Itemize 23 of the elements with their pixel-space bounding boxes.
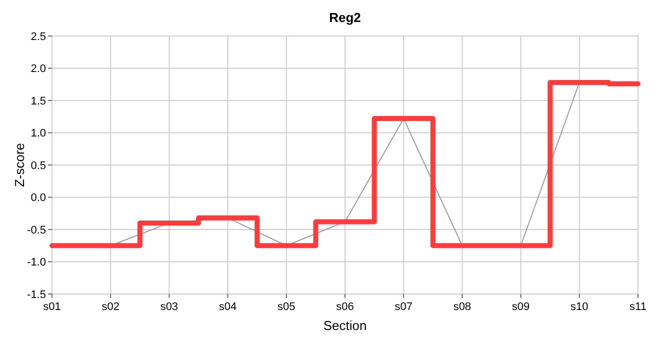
x-tick-label: s07 [394,301,412,313]
y-tick-label: 0.5 [30,160,46,172]
y-tick-label: -1.0 [27,256,46,269]
x-tick-label: s02 [102,301,120,313]
x-tick-label: s05 [278,301,296,313]
chart-title: Reg2 [329,10,361,25]
x-tick-label: s01 [43,301,61,313]
y-tick-label: -0.5 [27,224,46,236]
x-axis-title: Section [323,318,367,333]
x-tick-label: s08 [453,301,472,313]
x-tick-label: s04 [218,301,237,313]
y-axis-title: Z-score [12,142,27,188]
y-tick-label: 2.0 [30,63,46,76]
x-tick-label: s11 [630,301,646,313]
x-tick-label: s03 [160,301,178,313]
x-tick-label: s06 [336,301,354,313]
y-tick-label: -1.5 [27,288,46,301]
y-tick-label: 0.0 [30,192,46,204]
y-tick-label: 1.5 [30,95,46,108]
y-tick-label: 2.5 [30,30,46,43]
y-tick-label: 1.0 [30,128,46,140]
x-tick-label: s09 [512,301,530,313]
x-tick-label: s10 [570,301,588,313]
